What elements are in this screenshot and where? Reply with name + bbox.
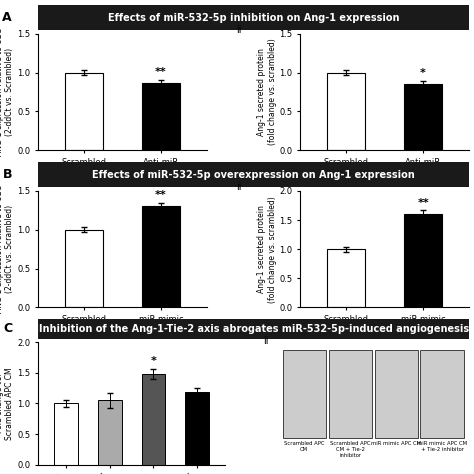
Bar (65, 230, 103, 307)
Text: miR mimic APC CM: miR mimic APC CM (371, 441, 421, 447)
Text: **: ** (155, 190, 167, 200)
Y-axis label: Ang-1 secreted protein
(fold change vs. scrambled): Ang-1 secreted protein (fold change vs. … (257, 196, 276, 302)
Text: B: B (2, 168, 12, 181)
Y-axis label: ANG-1 expression relative to UBC
(2-ddCt vs. Scrambled): ANG-1 expression relative to UBC (2-ddCt… (0, 185, 14, 313)
Bar (404, 214, 442, 307)
Text: **: ** (417, 198, 429, 208)
Bar (55, 403, 78, 465)
Bar (283, 350, 326, 438)
Text: Effects of miR-532-5p inhibition on Ang-1 expression: Effects of miR-532-5p inhibition on Ang-… (108, 12, 399, 23)
Bar (327, 73, 365, 150)
Y-axis label: ANG-1 expression relative to UBC
(2-ddCt vs. Scrambled): ANG-1 expression relative to UBC (2-ddCt… (0, 28, 14, 156)
Text: **: ** (155, 66, 167, 76)
Text: ii: ii (236, 182, 241, 191)
Bar (404, 84, 442, 150)
Bar (142, 83, 180, 150)
Text: Effects of miR-532-5p overexpression on Ang-1 expression: Effects of miR-532-5p overexpression on … (92, 170, 415, 180)
Text: ii: ii (263, 337, 268, 346)
Text: A: A (2, 11, 12, 24)
Bar (328, 350, 372, 438)
Text: C: C (3, 322, 12, 336)
Bar (142, 207, 180, 307)
Text: miR mimic APC CM
+ Tie-2 inhibitor: miR mimic APC CM + Tie-2 inhibitor (417, 441, 467, 452)
Bar (65, 73, 103, 150)
Text: ii: ii (236, 25, 241, 35)
Bar (374, 350, 418, 438)
Bar (327, 249, 365, 307)
Y-axis label: Ang-1 secreted protein
(fold change vs. scrambled): Ang-1 secreted protein (fold change vs. … (257, 39, 276, 146)
Text: Inhibition of the Ang-1-Tie-2 axis abrogates miR-532-5p-induced angiogenesis: Inhibition of the Ang-1-Tie-2 axis abrog… (38, 324, 469, 334)
Bar (185, 392, 209, 465)
Bar (142, 374, 165, 465)
Bar (98, 401, 122, 465)
Text: *: * (420, 68, 426, 78)
Y-axis label: Fold change vs.
Scrambled APC CM: Fold change vs. Scrambled APC CM (0, 367, 14, 440)
Text: Scrambled APC
CM + Tie-2
inhibitor: Scrambled APC CM + Tie-2 inhibitor (330, 441, 370, 458)
Bar (420, 350, 464, 438)
Text: Scrambled APC
CM: Scrambled APC CM (284, 441, 325, 452)
Text: *: * (151, 356, 156, 366)
